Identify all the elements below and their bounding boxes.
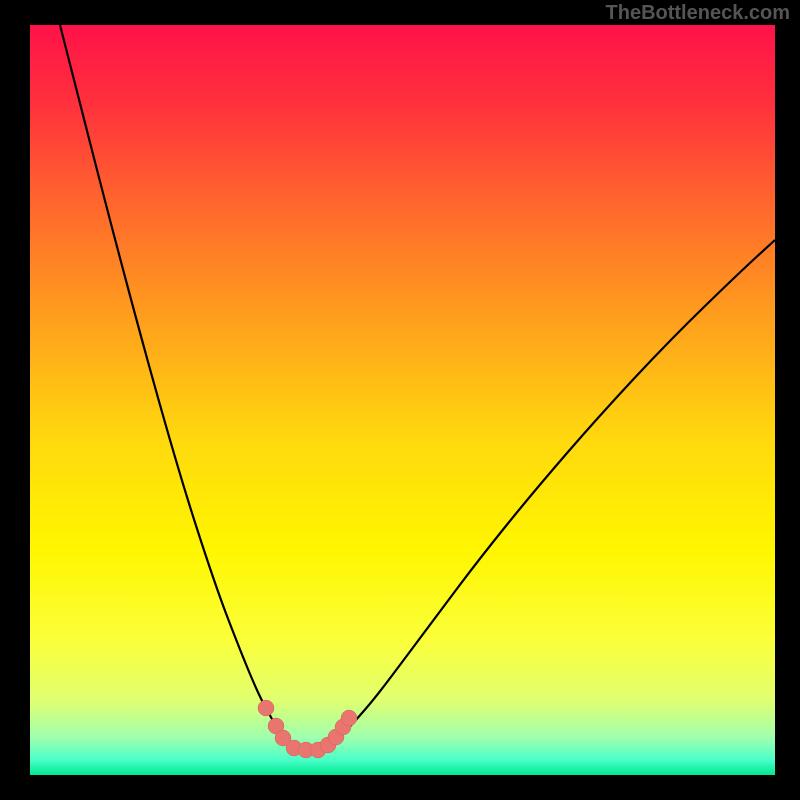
left-curve	[60, 25, 294, 748]
data-marker	[341, 710, 357, 726]
right-curve	[325, 240, 775, 748]
chart-container: TheBottleneck.com	[0, 0, 800, 800]
curve-overlay	[0, 0, 800, 800]
watermark-text: TheBottleneck.com	[606, 2, 790, 25]
data-marker	[258, 700, 274, 716]
marker-group	[258, 700, 357, 758]
